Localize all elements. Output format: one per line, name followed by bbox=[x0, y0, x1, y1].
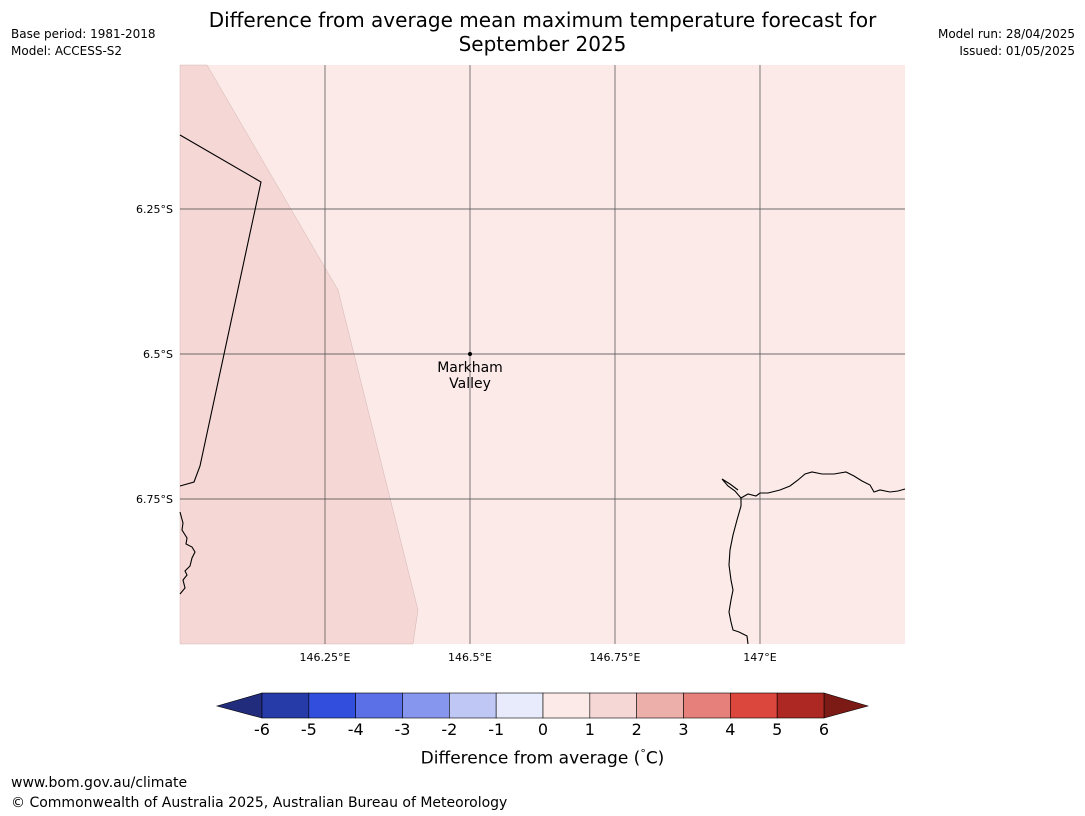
map-title: Difference from average mean maximum tem… bbox=[180, 8, 905, 56]
colorbar-tick-label: 5 bbox=[772, 720, 782, 739]
colorbar-bin-3 bbox=[402, 692, 450, 719]
colorbar-tick-label: 1 bbox=[585, 720, 595, 739]
colorbar-label-unit: C) bbox=[645, 748, 665, 769]
lon-tick-147: 147°E bbox=[743, 651, 776, 664]
footer-copyright: © Commonwealth of Australia 2025, Austra… bbox=[11, 795, 508, 811]
border-line bbox=[179, 134, 262, 487]
gridlines bbox=[180, 65, 905, 644]
colorbar-bin-5 bbox=[495, 692, 544, 719]
model-text: Model: ACCESS-S2 bbox=[11, 44, 123, 58]
colorbar-tick-label: -4 bbox=[348, 720, 364, 739]
colorbar-bin-4 bbox=[449, 692, 497, 719]
colorbar-bin-6 bbox=[542, 692, 591, 719]
lat-tick-6-75: 6.75°S bbox=[136, 493, 173, 506]
coastline-river bbox=[721, 478, 742, 499]
header-right: Model run: 28/04/2025 Issued: 01/05/2025 bbox=[938, 26, 1075, 60]
lat-tick-6-25: 6.25°S bbox=[136, 203, 173, 216]
colorbar-tick-label: -6 bbox=[254, 720, 270, 739]
place-label-line-1: Markham bbox=[437, 360, 503, 376]
colorbar-bin-8 bbox=[636, 692, 684, 719]
colorbar-label: Difference from average (°C) bbox=[180, 747, 905, 769]
colorbar-tick-label: -1 bbox=[488, 720, 504, 739]
lat-tick-6-5: 6.5°S bbox=[143, 348, 173, 361]
header-left: Base period: 1981-2018 Model: ACCESS-S2 bbox=[11, 26, 156, 60]
lon-tick-146-75: 146.75°E bbox=[590, 651, 641, 664]
colorbar-under-arrow bbox=[215, 692, 263, 719]
coastlines bbox=[179, 134, 906, 645]
colorbar-bin-1 bbox=[308, 692, 356, 719]
markham-valley-marker bbox=[468, 352, 472, 356]
lon-tick-146-25: 146.25°E bbox=[300, 651, 351, 664]
map-title-line-1: Difference from average mean maximum tem… bbox=[208, 8, 877, 32]
colorbar-tick-label: 4 bbox=[725, 720, 735, 739]
colorbar-tick-label: 2 bbox=[632, 720, 642, 739]
colorbar-tick-label: 3 bbox=[678, 720, 688, 739]
lon-tick-146-5: 146.5°E bbox=[448, 651, 492, 664]
coastline-east bbox=[728, 471, 906, 645]
colorbar-tick-label: 0 bbox=[538, 720, 548, 739]
colorbar: -6 -5 -4 -3 -2 -1 0 1 2 3 4 5 6 bbox=[215, 692, 870, 739]
colorbar-tick-label: -2 bbox=[441, 720, 457, 739]
colorbar-tick-label: 6 bbox=[819, 720, 829, 739]
place-label-line-2: Valley bbox=[449, 376, 491, 392]
colorbar-tick-label: -5 bbox=[301, 720, 317, 739]
colorbar-bin-10 bbox=[730, 692, 778, 719]
colorbar-tick-label: -3 bbox=[395, 720, 411, 739]
model-run-text: Model run: 28/04/2025 bbox=[937, 27, 1075, 41]
footer-url[interactable]: www.bom.gov.au/climate bbox=[11, 775, 188, 791]
colorbar-label-degree: ° bbox=[640, 747, 646, 760]
colorbar-label-text: Difference from average ( bbox=[420, 748, 641, 769]
coastline-west bbox=[179, 511, 196, 595]
colorbar-bin-11 bbox=[776, 692, 825, 719]
colorbar-bin-0 bbox=[261, 692, 310, 719]
colorbar-bin-9 bbox=[683, 692, 731, 719]
map-title-line-2: September 2025 bbox=[458, 32, 627, 56]
colorbar-bin-2 bbox=[355, 692, 403, 719]
colorbar-bin-7 bbox=[589, 692, 637, 719]
colorbar-over-arrow bbox=[823, 692, 870, 719]
issued-text: Issued: 01/05/2025 bbox=[959, 44, 1075, 58]
base-period-text: Base period: 1981-2018 bbox=[11, 27, 156, 41]
